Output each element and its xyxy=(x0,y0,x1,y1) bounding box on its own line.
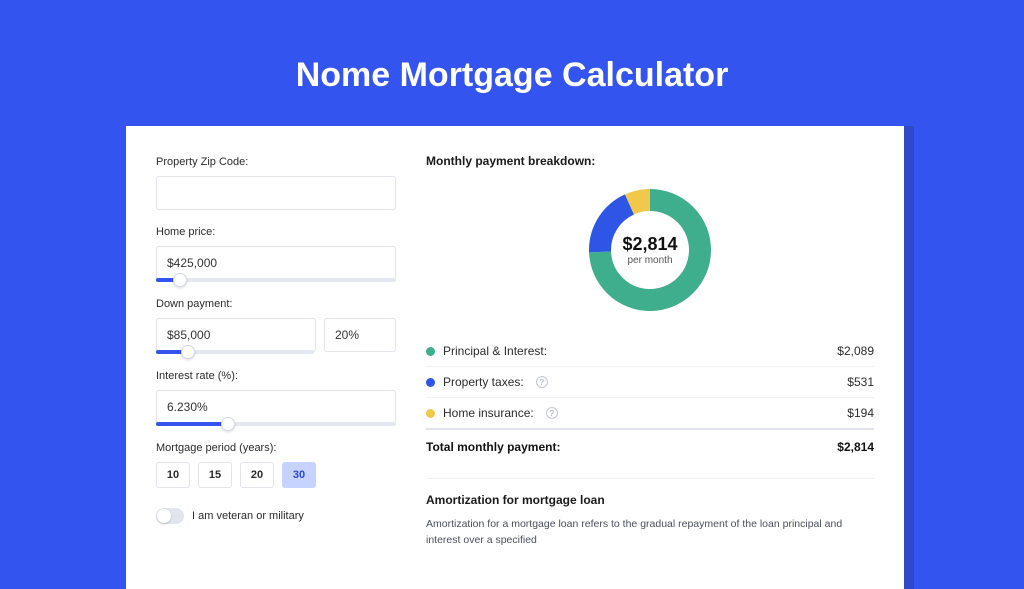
donut-sub: per month xyxy=(627,255,672,266)
down-payment-input[interactable] xyxy=(156,318,316,352)
total-row: Total monthly payment: $2,814 xyxy=(426,430,874,460)
interest-rate-label: Interest rate (%): xyxy=(156,370,396,382)
legend-amount: $2,089 xyxy=(837,344,874,358)
mortgage-period-options: 10 15 20 30 xyxy=(156,462,396,488)
mortgage-period-label: Mortgage period (years): xyxy=(156,442,396,454)
home-price-label: Home price: xyxy=(156,226,396,238)
period-option-10[interactable]: 10 xyxy=(156,462,190,488)
veteran-row: I am veteran or military xyxy=(156,508,396,524)
payment-donut: $2,814 per month xyxy=(586,186,714,314)
legend: Principal & Interest: $2,089 Property taxe… xyxy=(426,336,874,430)
legend-row: Principal & Interest: $2,089 xyxy=(426,336,874,367)
zip-input[interactable] xyxy=(156,176,396,210)
amortization-title: Amortization for mortgage loan xyxy=(426,493,874,507)
legend-left: Property taxes:? xyxy=(426,375,548,389)
mortgage-period-group: Mortgage period (years): 10 15 20 30 xyxy=(156,442,396,488)
calculator-card: Property Zip Code: Home price: Down paym… xyxy=(126,126,914,589)
donut-amount: $2,814 xyxy=(622,234,677,255)
interest-rate-input[interactable] xyxy=(156,390,396,424)
amortization-body: Amortization for a mortgage loan refers … xyxy=(426,517,874,549)
legend-row: Home insurance:? $194 xyxy=(426,398,874,430)
interest-rate-slider[interactable] xyxy=(156,422,396,426)
home-price-input[interactable] xyxy=(156,246,396,280)
form-panel: Property Zip Code: Home price: Down paym… xyxy=(156,154,396,549)
home-price-group: Home price: xyxy=(156,226,396,282)
legend-left: Principal & Interest: xyxy=(426,344,547,358)
page-title: Nome Mortgage Calculator xyxy=(0,0,1024,95)
zip-group: Property Zip Code: xyxy=(156,156,396,210)
down-payment-label: Down payment: xyxy=(156,298,396,310)
legend-left: Home insurance:? xyxy=(426,406,558,420)
breakdown-title: Monthly payment breakdown: xyxy=(426,154,874,168)
help-icon[interactable]: ? xyxy=(536,376,548,388)
legend-dot xyxy=(426,409,435,418)
total-label: Total monthly payment: xyxy=(426,440,560,454)
home-price-slider[interactable] xyxy=(156,278,396,282)
total-amount: $2,814 xyxy=(837,440,874,454)
down-payment-group: Down payment: xyxy=(156,298,396,354)
period-option-15[interactable]: 15 xyxy=(198,462,232,488)
legend-amount: $531 xyxy=(847,375,874,389)
period-option-20[interactable]: 20 xyxy=(240,462,274,488)
legend-amount: $194 xyxy=(847,406,874,420)
help-icon[interactable]: ? xyxy=(546,407,558,419)
interest-rate-group: Interest rate (%): xyxy=(156,370,396,426)
legend-label: Home insurance: xyxy=(443,406,534,420)
veteran-toggle[interactable] xyxy=(156,508,184,524)
toggle-knob xyxy=(157,509,171,523)
period-option-30[interactable]: 30 xyxy=(282,462,316,488)
legend-label: Principal & Interest: xyxy=(443,344,547,358)
legend-label: Property taxes: xyxy=(443,375,524,389)
breakdown-panel: Monthly payment breakdown: $2,814 per mo… xyxy=(426,154,874,549)
down-payment-pct-input[interactable] xyxy=(324,318,396,352)
donut-wrap: $2,814 per month xyxy=(426,186,874,314)
zip-label: Property Zip Code: xyxy=(156,156,396,168)
down-payment-slider[interactable] xyxy=(156,350,314,354)
legend-dot xyxy=(426,378,435,387)
donut-center: $2,814 per month xyxy=(586,186,714,314)
amortization-section: Amortization for mortgage loan Amortizat… xyxy=(426,478,874,549)
legend-dot xyxy=(426,347,435,356)
legend-row: Property taxes:? $531 xyxy=(426,367,874,398)
